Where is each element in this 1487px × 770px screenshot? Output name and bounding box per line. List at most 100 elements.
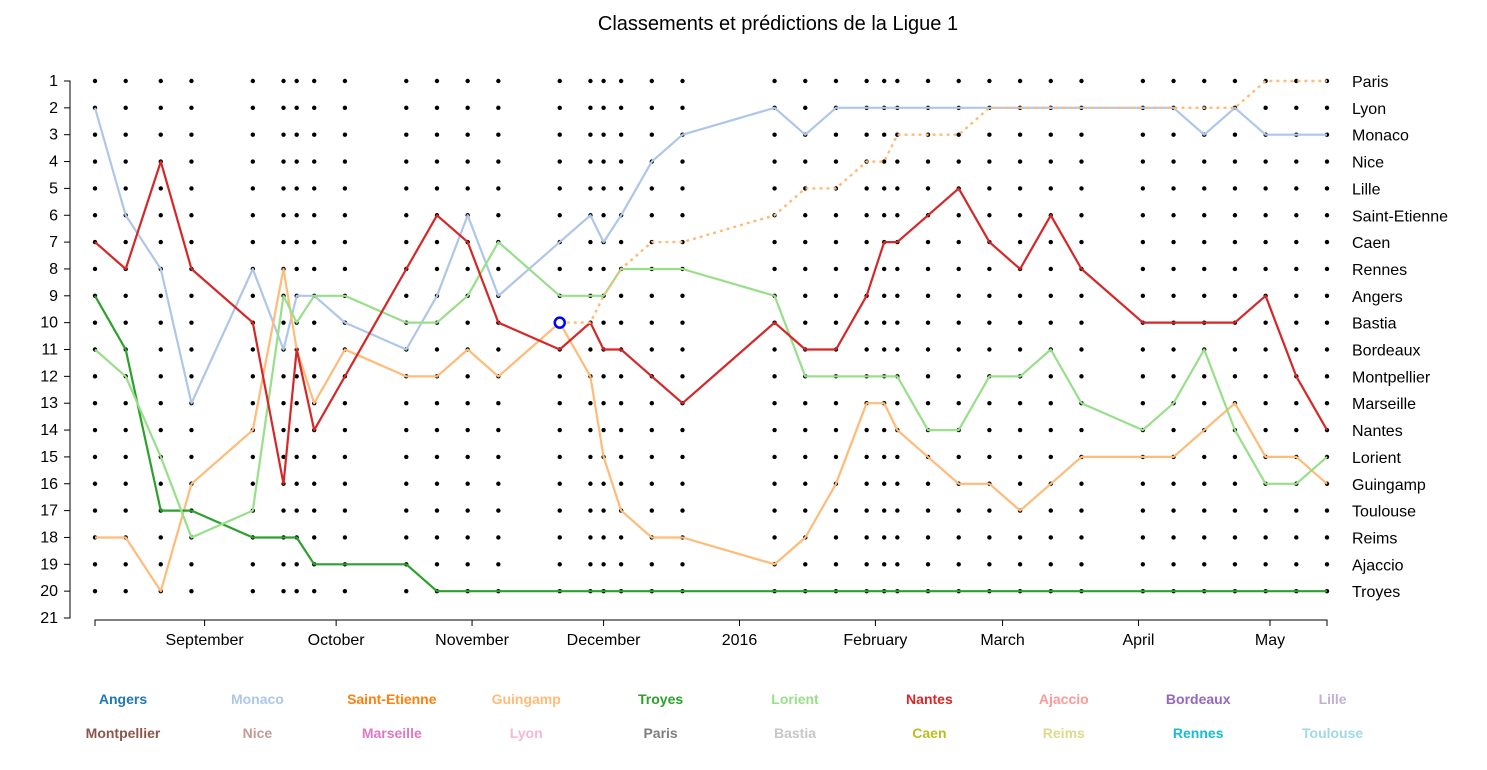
round-dot xyxy=(956,535,961,540)
round-dot xyxy=(294,132,299,137)
round-dot xyxy=(618,401,624,406)
round-dot xyxy=(1294,266,1299,272)
round-dot xyxy=(158,481,163,486)
series-line-troyes[interactable] xyxy=(94,295,1327,593)
round-dot xyxy=(987,320,992,325)
round-dot xyxy=(772,266,777,272)
team-rank-label: Paris xyxy=(1352,74,1388,91)
round-dot xyxy=(680,562,685,567)
legend-item-marseille[interactable]: Marseille xyxy=(362,725,422,741)
legend-item-troyes[interactable]: Troyes xyxy=(638,691,683,707)
legend-item-rennes[interactable]: Rennes xyxy=(1173,725,1224,741)
round-dot xyxy=(895,347,900,352)
round-dot xyxy=(925,186,931,191)
round-dot xyxy=(123,239,128,245)
round-dot xyxy=(342,105,348,111)
legend-item-ajaccio[interactable]: Ajaccio xyxy=(1039,691,1089,707)
legend-item-angers[interactable]: Angers xyxy=(99,691,147,707)
series-line-lorient[interactable] xyxy=(94,241,1328,539)
series-line-monaco[interactable] xyxy=(93,106,1327,405)
legend-item-nice[interactable]: Nice xyxy=(243,725,273,741)
round-dot xyxy=(956,132,961,137)
legend-item-monaco[interactable]: Monaco xyxy=(231,691,284,707)
x-tick-label: December xyxy=(567,632,641,649)
round-dot xyxy=(1202,266,1207,272)
round-dot xyxy=(123,105,128,111)
round-dot xyxy=(618,454,624,460)
legend-item-caen[interactable]: Caen xyxy=(912,725,946,741)
legend-item-paris[interactable]: Paris xyxy=(643,725,677,741)
round-dot xyxy=(342,508,348,513)
round-dot xyxy=(465,508,470,513)
round-dot xyxy=(1232,454,1238,460)
round-dot xyxy=(1232,213,1238,218)
round-dot xyxy=(1079,159,1084,164)
legend-item-bastia[interactable]: Bastia xyxy=(774,725,816,741)
round-dot xyxy=(1294,320,1299,325)
round-dot xyxy=(1017,132,1023,137)
round-dot xyxy=(618,427,624,433)
round-dot xyxy=(434,562,440,567)
round-dot xyxy=(404,293,409,298)
legend-item-saint-etienne[interactable]: Saint-Etienne xyxy=(347,691,437,707)
round-dot xyxy=(342,401,348,406)
round-dot xyxy=(864,535,869,540)
round-dot xyxy=(281,320,286,325)
round-dot xyxy=(1232,481,1238,486)
round-dot xyxy=(294,105,299,111)
legend-item-lorient[interactable]: Lorient xyxy=(771,691,819,707)
round-dot xyxy=(1017,320,1023,325)
round-dot xyxy=(864,266,869,272)
round-dot xyxy=(557,427,562,433)
round-dot xyxy=(92,588,98,594)
legend-item-lyon[interactable]: Lyon xyxy=(510,725,543,741)
round-dot xyxy=(649,508,655,513)
round-dot xyxy=(956,78,961,84)
round-dot xyxy=(557,186,562,191)
round-dot xyxy=(496,159,501,164)
round-dot xyxy=(881,347,887,352)
round-dot xyxy=(1171,347,1176,352)
legend-item-lille[interactable]: Lille xyxy=(1319,691,1347,707)
series-line-paris[interactable] xyxy=(559,79,1327,324)
round-dot xyxy=(864,78,869,84)
round-dot xyxy=(281,508,286,513)
round-dot xyxy=(1202,213,1207,218)
round-dot xyxy=(649,347,655,352)
round-dot xyxy=(956,239,961,245)
legend-item-nantes[interactable]: Nantes xyxy=(906,691,953,707)
y-tick-label: 19 xyxy=(40,556,58,573)
round-dot xyxy=(895,454,900,460)
y-tick-label: 3 xyxy=(49,127,58,144)
round-dot xyxy=(250,78,256,84)
round-dot xyxy=(956,293,961,298)
y-tick-label: 6 xyxy=(49,207,58,224)
team-rank-label: Toulouse xyxy=(1352,504,1416,521)
legend-item-guingamp[interactable]: Guingamp xyxy=(492,691,561,707)
legend-item-montpellier[interactable]: Montpellier xyxy=(86,725,161,741)
round-dot xyxy=(189,347,194,352)
round-dot xyxy=(803,320,808,325)
round-dot xyxy=(1263,213,1268,218)
round-dot xyxy=(895,293,900,298)
round-dot xyxy=(649,427,655,433)
round-dot xyxy=(1171,239,1176,245)
round-dot xyxy=(294,186,299,191)
round-dot xyxy=(833,239,839,245)
round-dot xyxy=(1202,78,1207,84)
round-dot xyxy=(557,401,562,406)
round-dot xyxy=(496,454,501,460)
y-tick-label: 17 xyxy=(40,503,58,520)
round-dot xyxy=(1079,562,1084,567)
y-tick-label: 21 xyxy=(40,610,58,627)
round-dot xyxy=(434,454,440,460)
round-dot xyxy=(1171,535,1176,540)
round-dot xyxy=(895,186,900,191)
series-line-nantes[interactable] xyxy=(94,160,1328,485)
highlight-point[interactable] xyxy=(553,316,566,329)
legend-item-bordeaux[interactable]: Bordeaux xyxy=(1166,691,1231,707)
team-rank-label: Bordeaux xyxy=(1352,343,1421,360)
legend-item-reims[interactable]: Reims xyxy=(1043,725,1085,741)
legend-item-toulouse[interactable]: Toulouse xyxy=(1302,725,1363,741)
